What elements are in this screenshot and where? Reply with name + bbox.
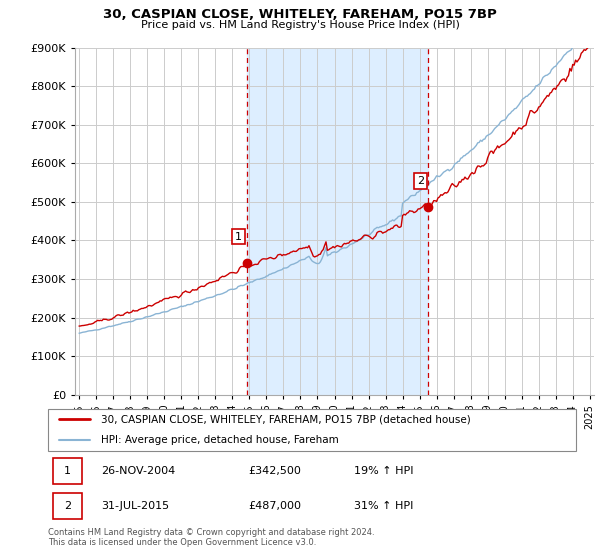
- Text: 1: 1: [64, 466, 71, 476]
- Text: 2: 2: [64, 501, 71, 511]
- Text: 2: 2: [417, 176, 424, 186]
- FancyBboxPatch shape: [53, 458, 82, 484]
- Bar: [247, 48, 428, 395]
- Text: £487,000: £487,000: [248, 501, 302, 511]
- Text: 1: 1: [235, 231, 242, 241]
- Text: 30, CASPIAN CLOSE, WHITELEY, FAREHAM, PO15 7BP (detached house): 30, CASPIAN CLOSE, WHITELEY, FAREHAM, PO…: [101, 414, 470, 424]
- Text: 19% ↑ HPI: 19% ↑ HPI: [354, 466, 414, 476]
- FancyBboxPatch shape: [53, 493, 82, 520]
- Text: 30, CASPIAN CLOSE, WHITELEY, FAREHAM, PO15 7BP: 30, CASPIAN CLOSE, WHITELEY, FAREHAM, PO…: [103, 8, 497, 21]
- Text: Price paid vs. HM Land Registry's House Price Index (HPI): Price paid vs. HM Land Registry's House …: [140, 20, 460, 30]
- FancyBboxPatch shape: [48, 409, 576, 451]
- Text: £342,500: £342,500: [248, 466, 302, 476]
- Text: 31-JUL-2015: 31-JUL-2015: [101, 501, 169, 511]
- Text: Contains HM Land Registry data © Crown copyright and database right 2024.
This d: Contains HM Land Registry data © Crown c…: [48, 528, 374, 547]
- Text: 31% ↑ HPI: 31% ↑ HPI: [354, 501, 413, 511]
- Text: 26-NOV-2004: 26-NOV-2004: [101, 466, 175, 476]
- Text: HPI: Average price, detached house, Fareham: HPI: Average price, detached house, Fare…: [101, 435, 338, 445]
